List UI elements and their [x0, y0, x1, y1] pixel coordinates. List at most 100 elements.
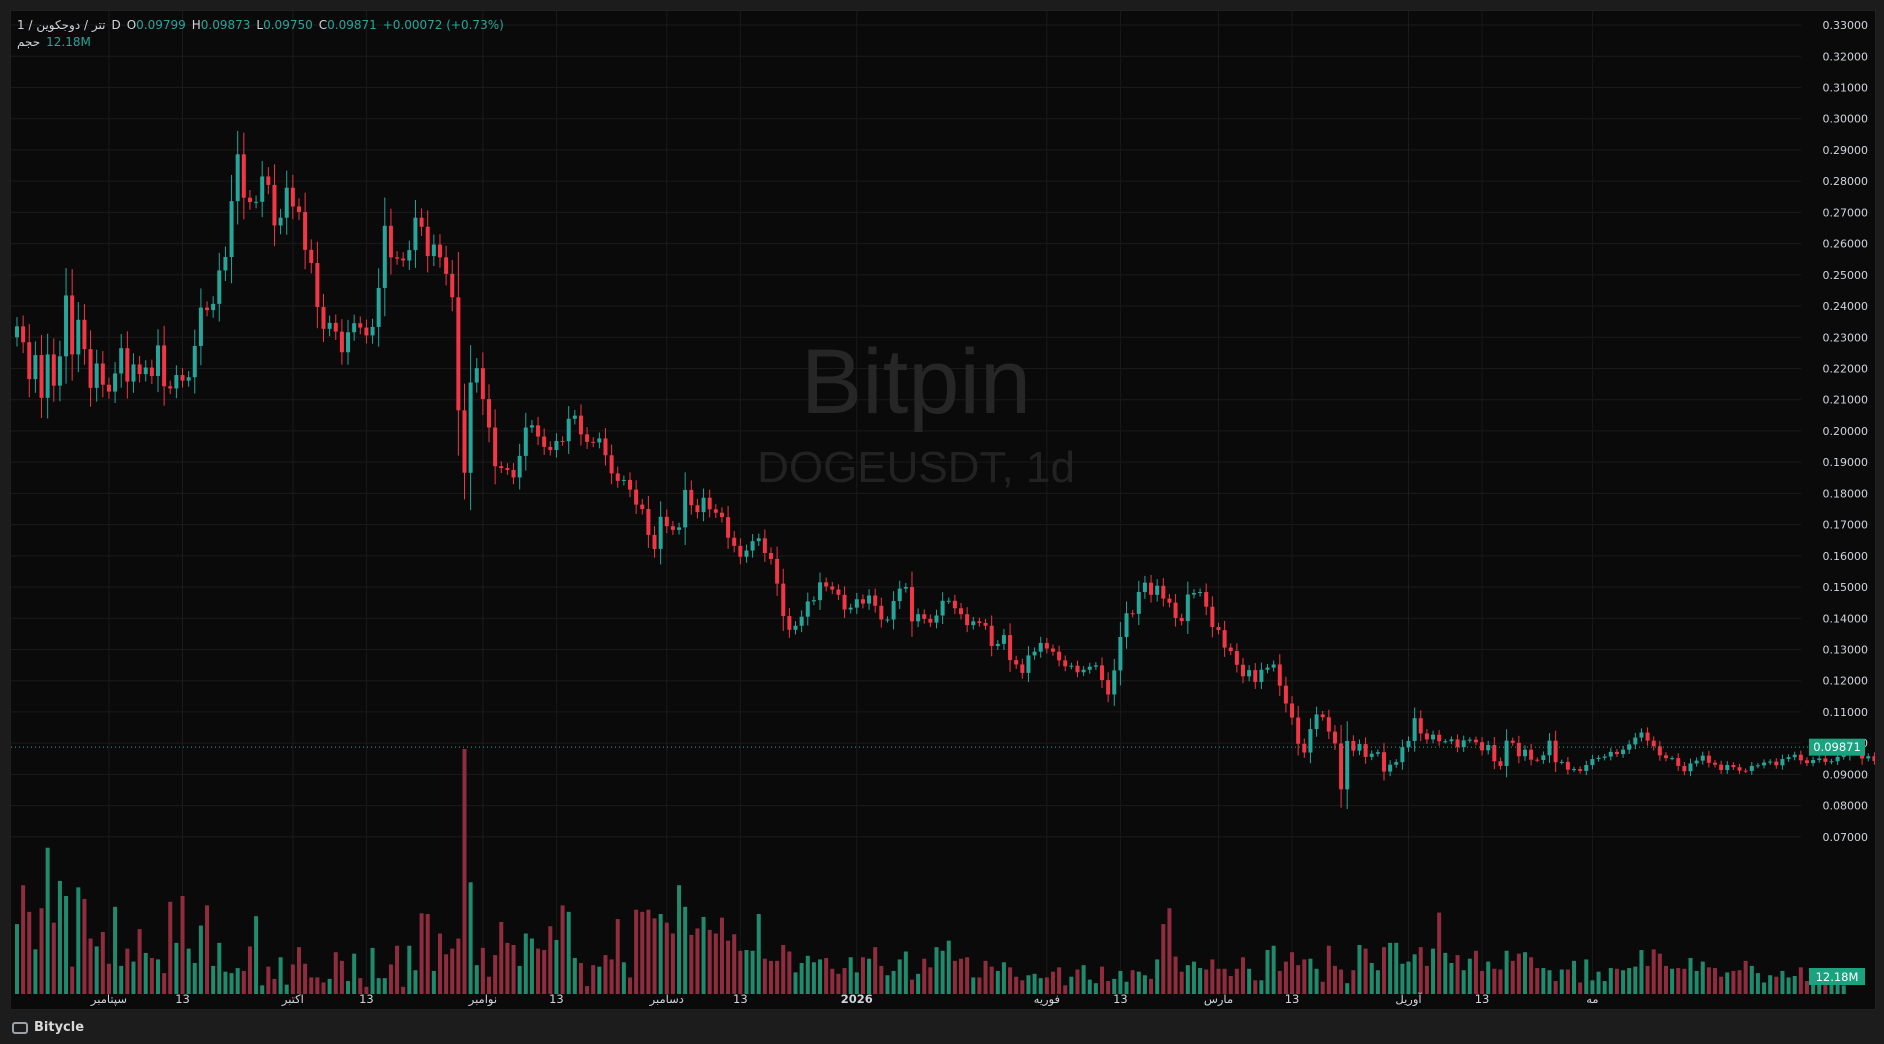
volume-bar: [272, 978, 277, 994]
volume-bar: [1400, 963, 1405, 994]
candle-body: [738, 545, 743, 557]
candle-body: [603, 438, 608, 456]
volume-bar: [407, 945, 412, 994]
candle-body: [1185, 594, 1190, 622]
candle-body: [143, 367, 148, 375]
volume-bar: [296, 947, 301, 994]
candle-body: [572, 415, 577, 419]
volume-bar: [1253, 980, 1258, 994]
volume-bar: [523, 933, 528, 994]
candles[interactable]: [15, 130, 1875, 810]
x-tick-label: مارس: [1204, 992, 1233, 1007]
candlestick-chart[interactable]: Bitpin DOGEUSDT, 1d 0.33000 0.32000 0.3100…: [11, 11, 1875, 1009]
chart-area[interactable]: Bitpin DOGEUSDT, 1d 0.33000 0.32000 0.3100…: [10, 10, 1876, 1010]
volume-bar: [1136, 971, 1141, 994]
volume-bar: [1749, 965, 1754, 994]
candle-body: [33, 355, 38, 380]
candle-body: [548, 446, 553, 450]
candle-body: [106, 384, 111, 392]
candle-body: [1388, 764, 1393, 772]
candle-body: [756, 538, 761, 542]
volume-bar: [983, 960, 988, 994]
volume-bar: [235, 968, 240, 994]
candle-body: [1467, 739, 1472, 741]
volume-bar: [585, 986, 590, 994]
price-axis[interactable]: 0.33000 0.32000 0.31000 0.30000 0.29000 0.280…: [1823, 19, 1869, 844]
volume-bar: [529, 938, 534, 994]
volume-bar: [768, 960, 773, 994]
candle-body: [1461, 740, 1466, 748]
y-tick-label: 0.32000: [1823, 50, 1869, 63]
candle-body: [462, 410, 467, 473]
candle-body: [1259, 669, 1264, 682]
volume-bar: [1614, 968, 1619, 994]
candle-body: [1835, 756, 1840, 762]
volume-bar: [1694, 970, 1699, 994]
candle-body: [916, 614, 921, 622]
y-tick-label: 0.11000: [1823, 706, 1869, 719]
candle-body: [1326, 717, 1331, 732]
symbol-label[interactable]: 1 / تتر / دوجکوین: [17, 18, 106, 32]
volume-bar: [1369, 963, 1374, 994]
volume-bar: [885, 975, 890, 994]
candle-body: [1786, 757, 1791, 760]
volume-bar: [1498, 969, 1503, 994]
candle-body: [732, 537, 737, 546]
candle-body: [854, 599, 859, 608]
time-axis[interactable]: سپتامبر 13 اکتبر 13 نوامبر 13 دسامبر 13 2026 فوری…: [90, 992, 1599, 1007]
volume-bar: [437, 933, 442, 994]
y-tick-label: 0.22000: [1823, 362, 1869, 375]
interval-label[interactable]: D: [111, 18, 121, 32]
brand[interactable]: Bitycle: [12, 1020, 84, 1035]
volume-bar: [1737, 970, 1742, 994]
candle-body: [1823, 758, 1828, 762]
volume-bar: [1713, 968, 1718, 994]
volume-bar: [388, 964, 393, 994]
volume-bar: [1044, 977, 1049, 994]
candle-body: [1026, 655, 1031, 673]
candle-body: [1492, 745, 1497, 762]
volume-bar: [560, 905, 565, 994]
candle-body: [444, 257, 449, 274]
volume-bar: [1173, 956, 1178, 994]
candle-body: [511, 469, 516, 478]
candle-body: [1443, 741, 1448, 743]
volume-bar: [995, 970, 1000, 994]
candle-body: [1093, 665, 1098, 667]
candle-body: [1431, 734, 1436, 740]
volume-bar: [1431, 948, 1436, 994]
watermark-brand: Bitpin: [801, 331, 1031, 433]
candle-body: [45, 354, 50, 398]
volume-bar: [321, 982, 326, 994]
candle-body: [327, 322, 332, 329]
volume-bar: [1443, 952, 1448, 994]
candle-body: [1621, 749, 1626, 755]
candle-body: [554, 440, 559, 450]
volume-bar: [1473, 950, 1478, 994]
candle-body: [1020, 664, 1025, 673]
volume-bar: [27, 911, 32, 994]
volume-bar: [799, 963, 804, 994]
volume-bar: [1572, 960, 1577, 994]
volume-bar: [781, 945, 786, 994]
volume-bar: [609, 959, 614, 994]
volume-bar: [21, 885, 26, 994]
volume-bar: [744, 950, 749, 994]
candle-body: [407, 250, 412, 261]
candle-body: [664, 516, 669, 527]
candle-body: [339, 331, 344, 353]
candle-body: [959, 608, 964, 615]
volume-bar: [1191, 961, 1196, 994]
candle-body: [1339, 743, 1344, 790]
volume-bar: [652, 918, 657, 994]
x-tick-label: سپتامبر: [90, 992, 127, 1007]
y-tick-label: 0.33000: [1823, 19, 1869, 32]
y-tick-label: 0.30000: [1823, 113, 1869, 126]
candle-body: [701, 497, 706, 513]
volume-bar: [1081, 965, 1086, 994]
volume-bar: [205, 905, 210, 994]
volume-bar: [640, 911, 645, 994]
volume-bar: [1357, 945, 1362, 994]
volume-bar: [1296, 965, 1301, 994]
volume-bar: [1118, 970, 1123, 994]
